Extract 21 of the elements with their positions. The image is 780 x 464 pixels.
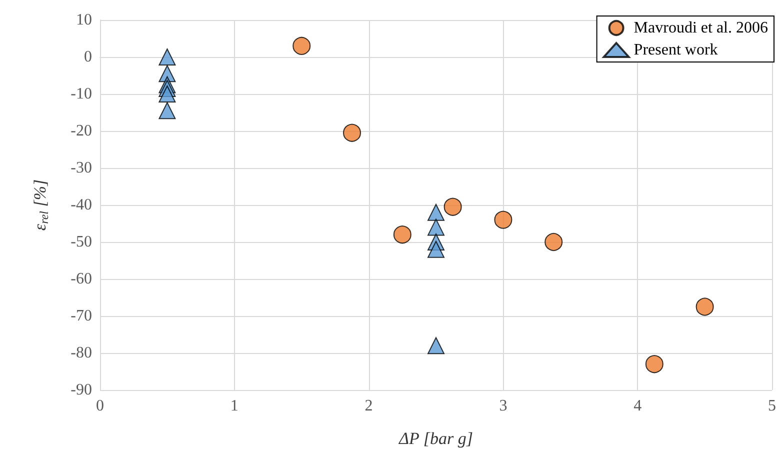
y-tick-label: -40 xyxy=(70,196,92,214)
y-tick-label: -10 xyxy=(70,86,92,102)
y-tick-label: -20 xyxy=(70,122,92,140)
y-tick-label: 10 xyxy=(76,12,92,28)
x-tick-label: 3 xyxy=(499,398,508,414)
y-tick-label: -70 xyxy=(70,308,92,324)
x-tick-label: 1 xyxy=(230,398,238,414)
x-tick-label: 2 xyxy=(364,398,373,414)
y-tick-label: -60 xyxy=(70,270,92,288)
x-tick-label: 5 xyxy=(768,398,776,414)
y-tick-label: -80 xyxy=(70,344,92,362)
x-tick-label: 0 xyxy=(96,398,104,414)
y-tick-label: -30 xyxy=(70,160,92,176)
legend-label: Mavroudi et al. 2006 xyxy=(634,20,768,36)
y-tick-label: -50 xyxy=(70,234,92,250)
legend-label: Present work xyxy=(634,42,718,58)
y-tick-label: 0 xyxy=(84,48,92,66)
x-tick-label: 4 xyxy=(634,398,642,414)
y-tick-label: -90 xyxy=(70,382,92,398)
y-axis-title: εrel [%] xyxy=(30,179,51,231)
x-axis-title: ΔP [bar g] xyxy=(398,429,473,448)
